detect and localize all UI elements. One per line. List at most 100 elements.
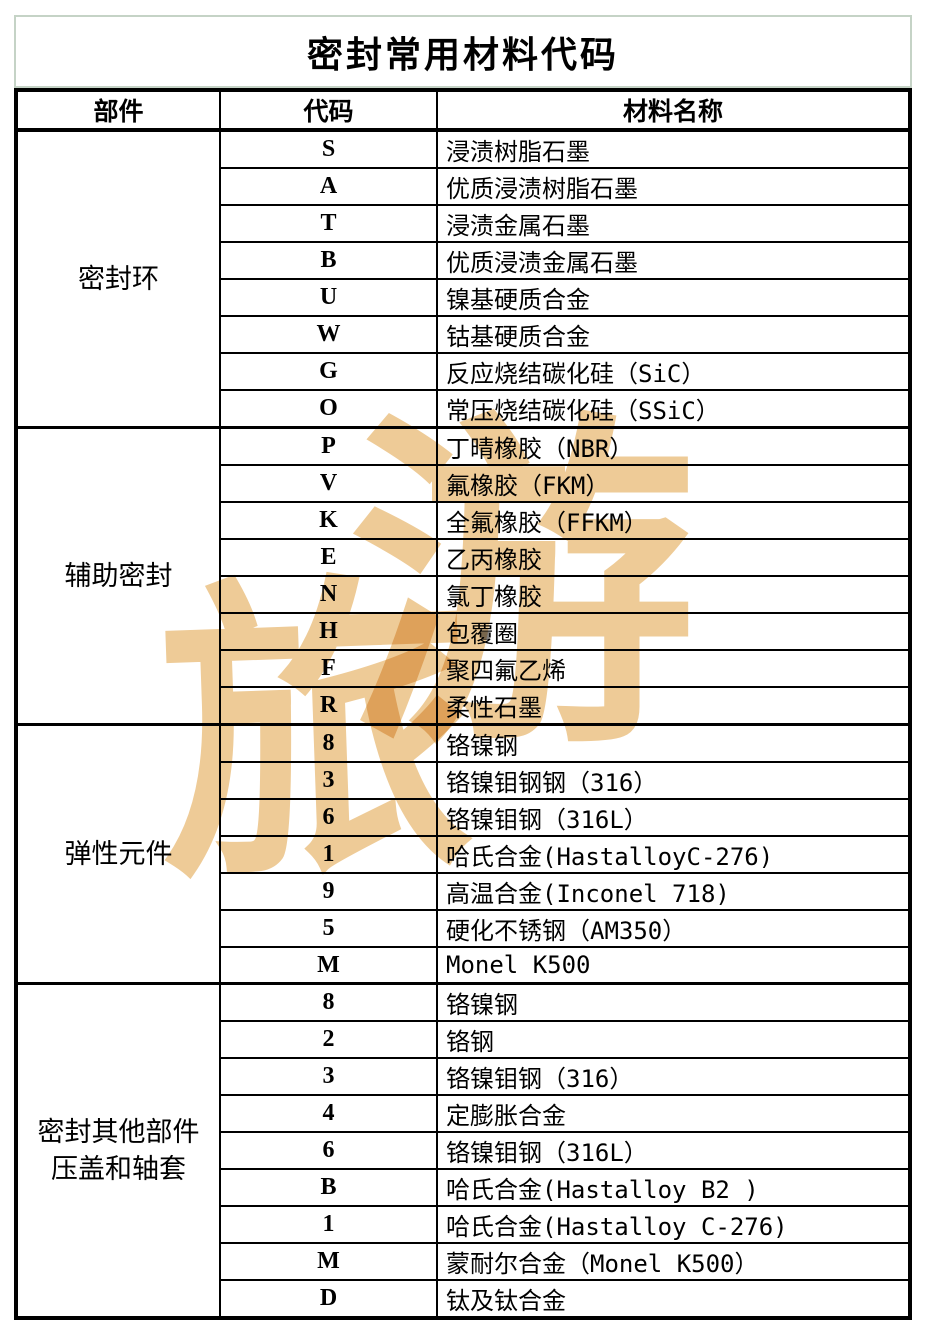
material-name-cell: 定膨胀合金 <box>436 1094 911 1133</box>
table-row: V 氟橡胶（FKM） <box>16 464 911 503</box>
col-header-name: 材料名称 <box>436 89 911 132</box>
material-name-cell: 哈氏合金(Hastalloy C-276) <box>436 1205 911 1244</box>
material-name-cell: 包覆圈 <box>436 612 911 651</box>
table-row: K 全氟橡胶（FFKM） <box>16 501 911 540</box>
table-row: R 柔性石墨 <box>16 686 911 726</box>
code-cell: 3 <box>219 761 438 800</box>
table-row: 3 铬镍钼钢（316） <box>16 1057 911 1096</box>
code-cell: K <box>219 501 438 540</box>
code-cell: A <box>219 167 438 206</box>
page-title: 密封常用材料代码 <box>306 34 619 75</box>
code-cell: U <box>219 278 438 317</box>
material-name-cell: 硬化不锈钢（AM350） <box>436 909 911 948</box>
code-cell: V <box>219 464 438 503</box>
material-name-cell: 蒙耐尔合金（Monel K500） <box>436 1242 911 1281</box>
material-name-cell: 钴基硬质合金 <box>436 315 911 354</box>
material-name-cell: 铬镍钼钢（316L） <box>436 798 911 837</box>
header-row: 部件 代码 材料名称 <box>15 89 911 132</box>
table-row: U 镍基硬质合金 <box>16 278 911 317</box>
code-cell: P <box>219 426 438 466</box>
col-header-code: 代码 <box>219 89 438 132</box>
material-name-cell: 丁晴橡胶（NBR） <box>436 426 911 466</box>
table-row: 9 高温合金(Inconel 718) <box>16 872 911 911</box>
materials-table: 部件 代码 材料名称 密封环 S 浸渍树脂石墨 A 优质浸渍树脂石墨 T 浸渍金属石墨 B 优质… <box>14 88 912 1320</box>
col-header-part: 部件 <box>15 89 221 132</box>
table-row: B 哈氏合金(Hastalloy B2 ) <box>16 1168 911 1207</box>
code-cell: 5 <box>219 909 438 948</box>
table-row: W 钴基硬质合金 <box>16 315 911 354</box>
table-body: 密封环 S 浸渍树脂石墨 A 优质浸渍树脂石墨 T 浸渍金属石墨 B 优质浸渍金属石墨 U 镍基硬质… <box>15 128 911 1319</box>
material-name-cell: 铬钢 <box>436 1020 911 1059</box>
material-name-cell: 柔性石墨 <box>436 686 911 726</box>
sheet: 密封常用材料代码 部件 代码 材料名称 密封环 S 浸渍树脂石墨 A 优质浸渍树脂石墨 T… <box>14 15 912 1320</box>
code-cell: O <box>219 389 438 429</box>
table-row: 密封环 S 浸渍树脂石墨 <box>15 128 911 429</box>
material-name-cell: 聚四氟乙烯 <box>436 649 911 688</box>
table-row: 6 铬镍钼钢（316L） <box>16 1131 911 1170</box>
code-cell: 6 <box>219 1131 438 1170</box>
material-name-cell: 高温合金(Inconel 718) <box>436 872 911 911</box>
code-cell: M <box>219 946 438 985</box>
table-row: 6 铬镍钼钢（316L） <box>16 798 911 837</box>
table-row: 辅助密封 P 丁晴橡胶（NBR） <box>15 426 911 726</box>
table-row: 5 硬化不锈钢（AM350） <box>16 909 911 948</box>
material-name-cell: 氯丁橡胶 <box>436 575 911 614</box>
code-cell: M <box>219 1242 438 1281</box>
table-row: 弹性元件 8 铬镍钢 <box>15 723 911 985</box>
material-name-cell: 钛及钛合金 <box>436 1279 911 1319</box>
table-row: M Monel K500 <box>16 946 911 985</box>
code-cell: 1 <box>219 1205 438 1244</box>
material-name-cell: 铬镍钼钢（316L） <box>436 1131 911 1170</box>
material-name-cell: Monel K500 <box>436 946 911 985</box>
material-name-cell: 优质浸渍金属石墨 <box>436 241 911 280</box>
material-name-cell: 反应烧结碳化硅（SiC） <box>436 352 911 391</box>
code-cell: 4 <box>219 1094 438 1133</box>
table-row: G 反应烧结碳化硅（SiC） <box>16 352 911 391</box>
table-row: M 蒙耐尔合金（Monel K500） <box>16 1242 911 1281</box>
code-cell: 1 <box>219 835 438 874</box>
table-row: N 氯丁橡胶 <box>16 575 911 614</box>
table-row: O 常压烧结碳化硅（SSiC） <box>16 389 911 429</box>
material-name-cell: 常压烧结碳化硅（SSiC） <box>436 389 911 429</box>
code-cell: D <box>219 1279 438 1319</box>
part-group-cell: 密封环 <box>15 128 221 429</box>
code-cell: R <box>219 686 438 726</box>
table-header: 部件 代码 材料名称 <box>15 89 911 132</box>
table-row: 1 哈氏合金(HastalloyC-276) <box>16 835 911 874</box>
part-group-cell: 弹性元件 <box>15 723 221 985</box>
code-cell: E <box>219 538 438 577</box>
table-row: 3 铬镍钼钢钢（316） <box>16 761 911 800</box>
material-name-cell: 铬镍钼钢（316） <box>436 1057 911 1096</box>
material-name-cell: 浸渍金属石墨 <box>436 204 911 243</box>
material-name-cell: 哈氏合金(Hastalloy B2 ) <box>436 1168 911 1207</box>
code-cell: H <box>219 612 438 651</box>
code-cell: 8 <box>219 982 438 1022</box>
code-cell: 6 <box>219 798 438 837</box>
material-name-cell: 镍基硬质合金 <box>436 278 911 317</box>
table-row: 1 哈氏合金(Hastalloy C-276) <box>16 1205 911 1244</box>
part-group-cell: 密封其他部件 压盖和轴套 <box>15 982 221 1319</box>
code-cell: 9 <box>219 872 438 911</box>
code-cell: 8 <box>219 723 438 763</box>
material-name-cell: 氟橡胶（FKM） <box>436 464 911 503</box>
code-cell: W <box>219 315 438 354</box>
material-name-cell: 哈氏合金(HastalloyC-276) <box>436 835 911 874</box>
table-row: H 包覆圈 <box>16 612 911 651</box>
code-cell: 2 <box>219 1020 438 1059</box>
title-box: 密封常用材料代码 <box>14 15 912 88</box>
material-name-cell: 优质浸渍树脂石墨 <box>436 167 911 206</box>
table-row: T 浸渍金属石墨 <box>16 204 911 243</box>
material-name-cell: 全氟橡胶（FFKM） <box>436 501 911 540</box>
code-cell: B <box>219 241 438 280</box>
code-cell: T <box>219 204 438 243</box>
table-row: E 乙丙橡胶 <box>16 538 911 577</box>
material-name-cell: 乙丙橡胶 <box>436 538 911 577</box>
part-group-cell: 辅助密封 <box>15 426 221 726</box>
code-cell: B <box>219 1168 438 1207</box>
table-row: F 聚四氟乙烯 <box>16 649 911 688</box>
table-row: 密封其他部件 压盖和轴套 8 铬镍钢 <box>15 982 911 1319</box>
table-row: A 优质浸渍树脂石墨 <box>16 167 911 206</box>
material-name-cell: 铬镍钢 <box>436 982 911 1022</box>
code-cell: 3 <box>219 1057 438 1096</box>
table-row: B 优质浸渍金属石墨 <box>16 241 911 280</box>
